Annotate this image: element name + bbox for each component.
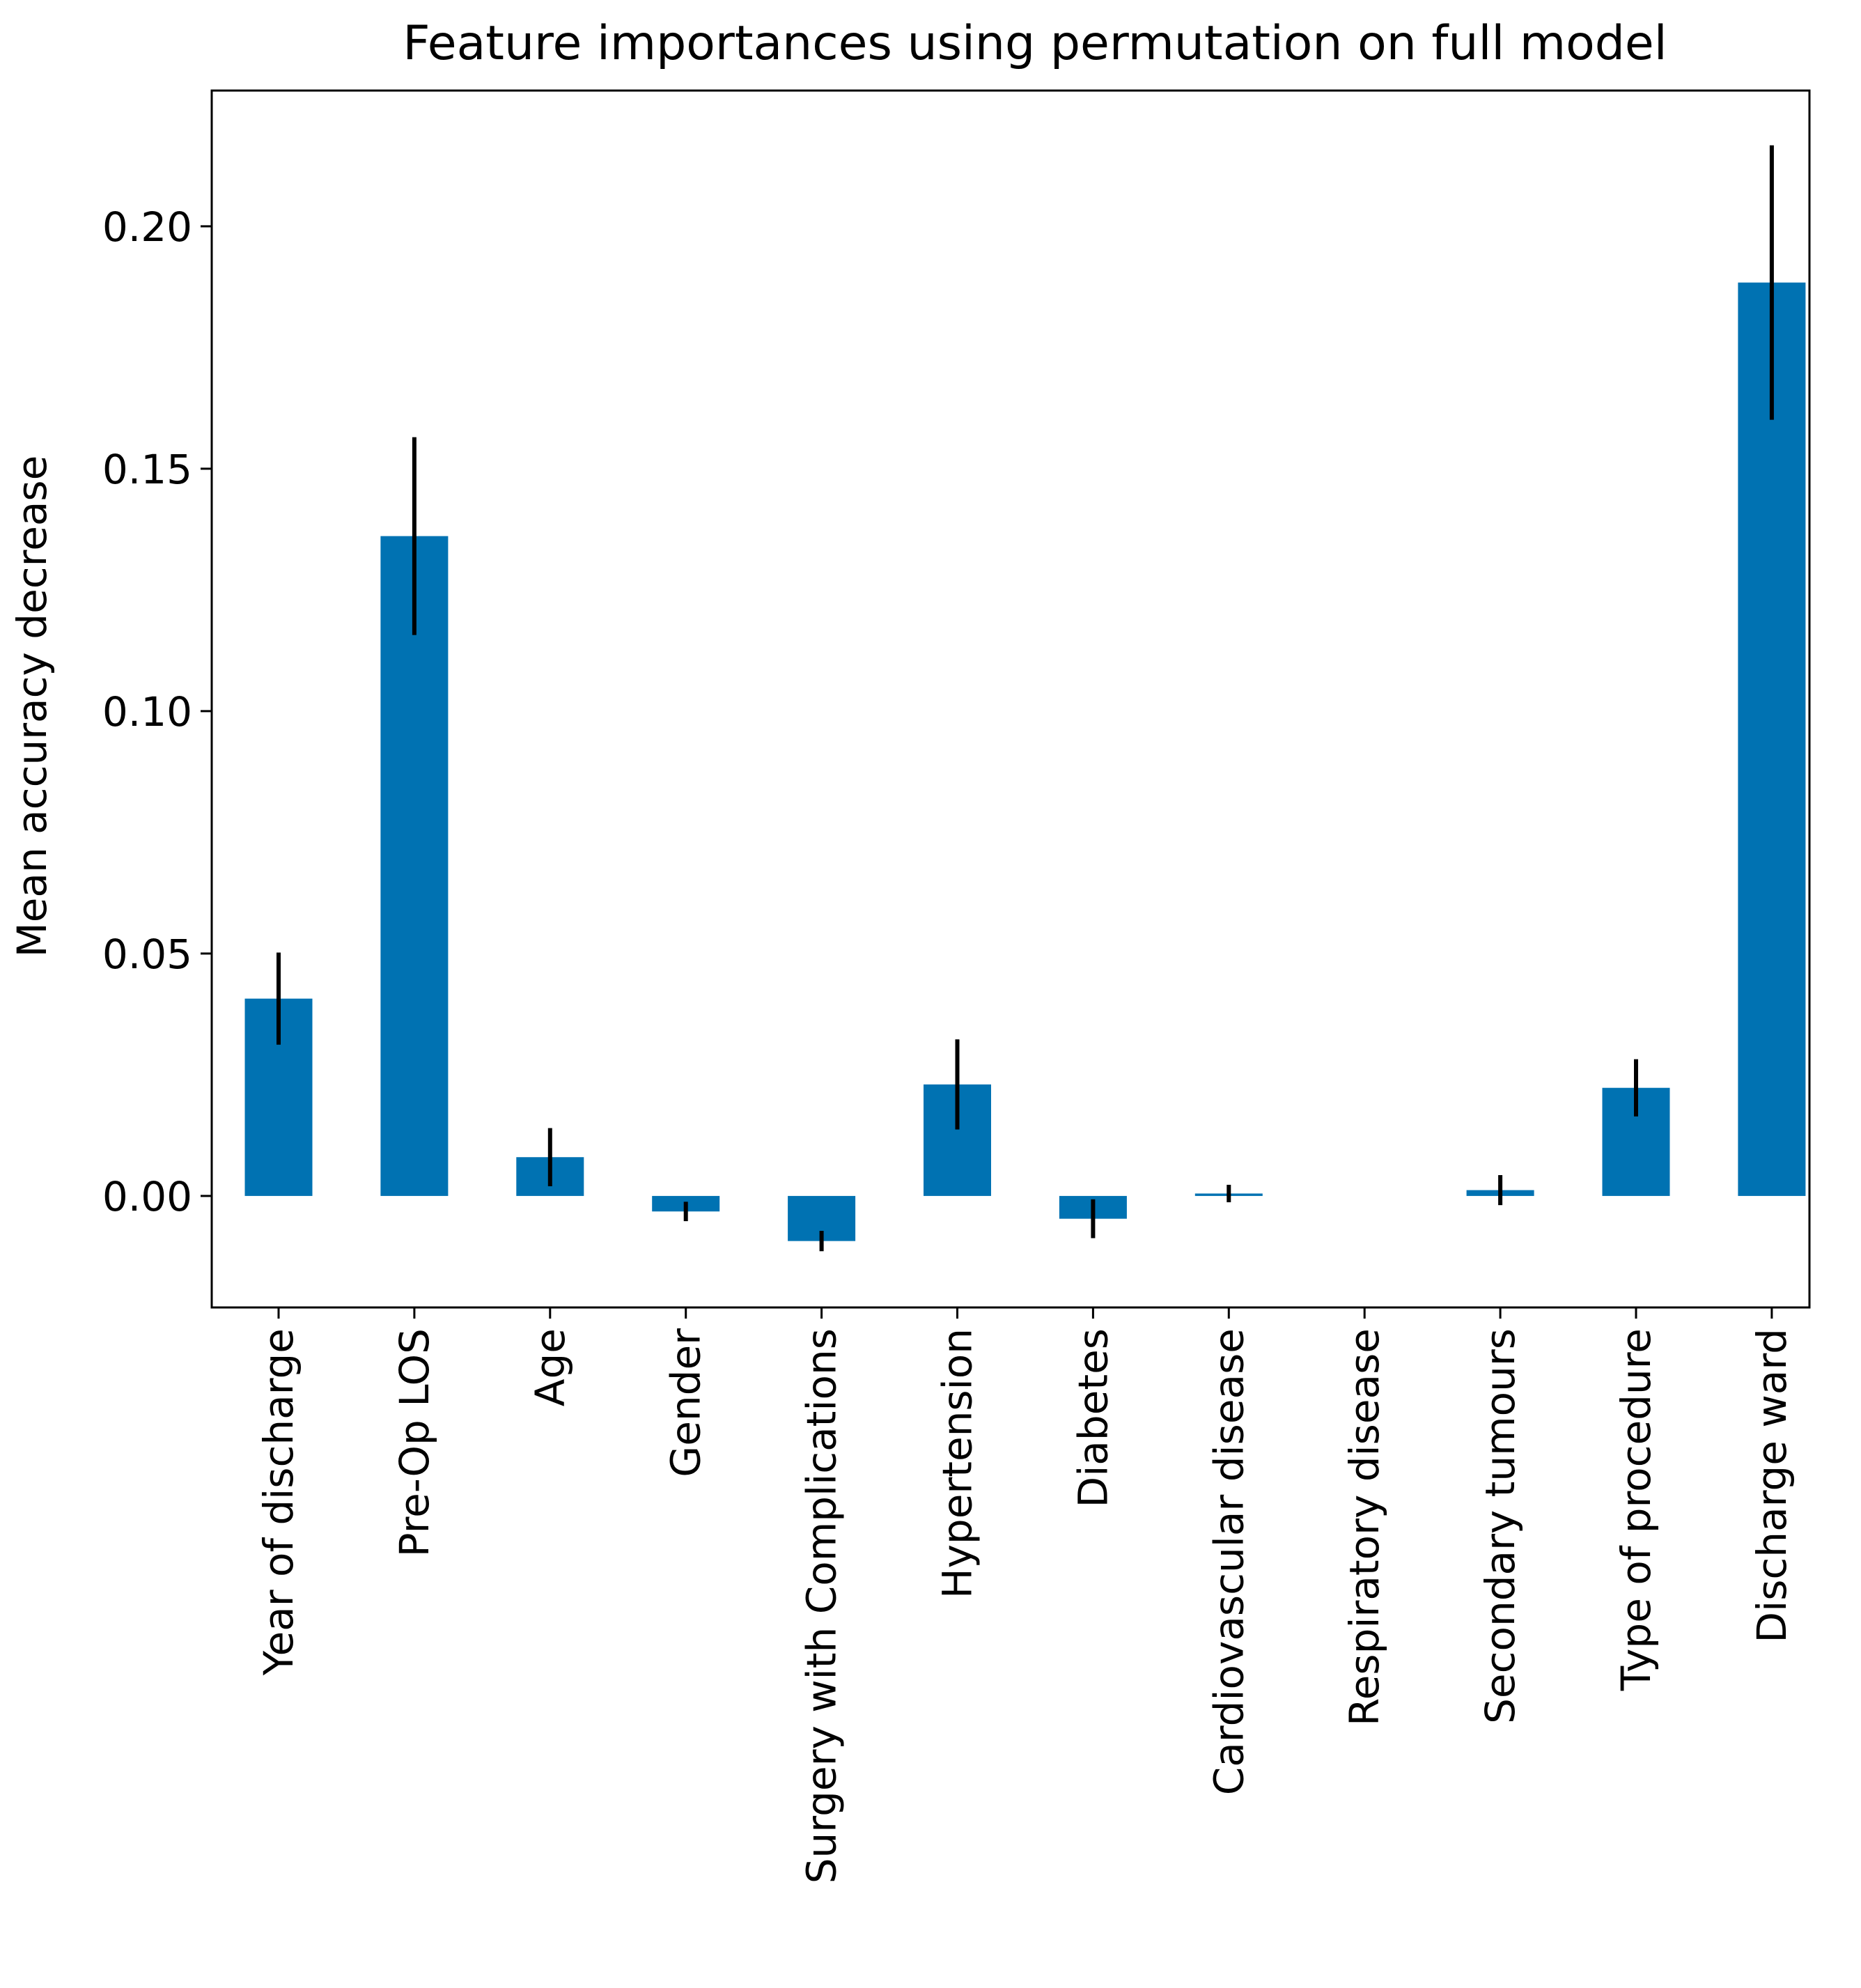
chart-title: Feature importances using permutation on… — [403, 16, 1667, 71]
x-tick-label: Hypertension — [934, 1328, 981, 1599]
x-tick-label: Discharge ward — [1748, 1328, 1796, 1643]
bar — [380, 536, 449, 1196]
x-tick-label: Respiratory disease — [1341, 1328, 1388, 1726]
y-tick-label: 0.15 — [102, 446, 192, 493]
x-axis: Year of discharge Pre-Op LOS Age Gender Surg… — [255, 1307, 1796, 1884]
y-tick-label: 0.05 — [102, 931, 192, 978]
x-tick-label: Type of procedure — [1612, 1328, 1660, 1691]
y-tick-label: 0.00 — [102, 1173, 192, 1220]
x-tick-label: Secondary tumours — [1477, 1328, 1524, 1724]
y-tick-label: 0.10 — [102, 688, 192, 736]
x-tick-label: Gender — [662, 1328, 710, 1477]
x-tick-label: Age — [527, 1328, 574, 1406]
bar — [1738, 282, 1806, 1196]
x-tick-label: Year of discharge — [255, 1328, 302, 1676]
x-tick-label: Surgery with Complications — [798, 1328, 846, 1884]
x-tick-label: Diabetes — [1069, 1328, 1116, 1507]
plot-frame — [210, 89, 1811, 1309]
x-tick-label: Cardiovascular disease — [1205, 1328, 1252, 1795]
y-axis: 0.00 0.05 0.10 0.15 0.20 — [102, 203, 212, 1220]
x-tick-label: Pre-Op LOS — [391, 1328, 438, 1557]
y-axis-label: Mean accuracy decrease — [8, 456, 56, 958]
plot-marks — [244, 145, 1806, 1252]
y-tick-label: 0.20 — [102, 203, 192, 251]
